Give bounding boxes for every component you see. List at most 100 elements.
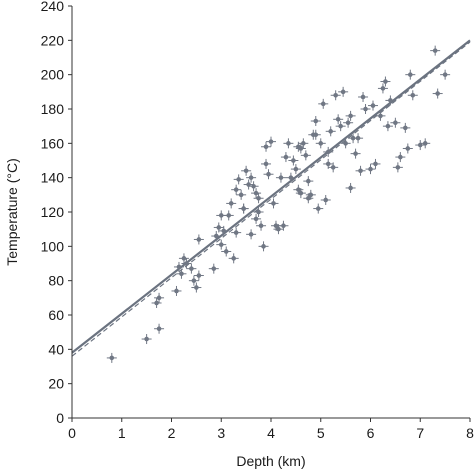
data-point <box>228 253 239 264</box>
point-marker <box>296 187 301 192</box>
point-marker <box>296 144 301 150</box>
point-marker <box>343 141 348 146</box>
data-point <box>367 100 378 111</box>
data-point <box>106 352 117 363</box>
point-marker <box>325 149 331 155</box>
data-point <box>300 150 311 161</box>
data-point <box>407 90 418 101</box>
data-point <box>248 181 259 192</box>
fit-line-solid <box>71 39 471 354</box>
data-point <box>231 184 242 195</box>
point-marker <box>306 178 311 184</box>
data-point <box>226 198 237 209</box>
point-marker <box>442 72 448 77</box>
data-point <box>251 213 262 224</box>
point-marker <box>278 175 284 180</box>
data-point <box>295 188 306 199</box>
point-marker <box>348 113 353 119</box>
data-point <box>238 203 249 214</box>
point-marker <box>181 256 187 261</box>
point-marker <box>338 123 343 129</box>
data-point <box>154 292 165 303</box>
x-axis-title: Depth (km) <box>236 453 305 469</box>
data-point <box>370 158 381 169</box>
data-point <box>173 261 184 272</box>
point-marker <box>360 94 366 100</box>
y-tick-label: 100 <box>41 238 65 254</box>
point-marker <box>313 118 319 124</box>
point-marker <box>398 154 403 160</box>
data-point <box>285 172 296 183</box>
y-tick-label: 80 <box>48 273 64 289</box>
data-point <box>343 117 354 128</box>
point-marker <box>355 135 361 141</box>
y-tick-label: 140 <box>41 170 65 186</box>
data-point <box>236 189 247 200</box>
data-point <box>325 126 336 137</box>
point-marker <box>266 171 271 177</box>
point-marker <box>156 326 162 332</box>
data-point <box>350 148 361 159</box>
data-point <box>420 138 431 149</box>
data-point <box>268 198 279 209</box>
data-point <box>191 282 202 293</box>
data-point <box>253 207 264 217</box>
data-point <box>355 165 366 176</box>
point-marker <box>248 232 254 237</box>
y-tick-label: 160 <box>41 135 65 151</box>
data-point <box>360 104 371 114</box>
point-marker <box>373 161 378 167</box>
data-point <box>333 114 344 125</box>
data-point <box>415 140 426 151</box>
data-point <box>176 268 187 279</box>
point-marker <box>315 206 321 211</box>
point-marker <box>231 256 236 261</box>
point-marker <box>330 165 336 170</box>
point-marker <box>256 195 261 201</box>
data-point <box>231 227 242 238</box>
data-point <box>315 138 326 149</box>
data-point <box>353 133 364 144</box>
point-marker <box>340 89 346 95</box>
point-marker <box>293 166 299 172</box>
point-marker <box>408 72 413 77</box>
data-point <box>193 270 204 281</box>
point-marker <box>248 175 254 180</box>
data-point <box>253 193 264 204</box>
point-marker <box>388 98 393 103</box>
data-point <box>208 263 219 274</box>
data-point <box>402 143 413 154</box>
point-marker <box>333 92 338 98</box>
data-point <box>211 231 222 242</box>
data-point <box>290 164 301 175</box>
point-marker <box>298 190 304 196</box>
point-marker <box>345 120 351 126</box>
fit-line-dashed <box>71 41 471 357</box>
data-point <box>392 162 403 173</box>
point-marker <box>313 132 319 138</box>
data-point <box>345 110 356 121</box>
point-marker <box>318 141 324 146</box>
point-marker <box>306 195 311 201</box>
data-point <box>432 88 443 99</box>
point-marker <box>363 106 368 112</box>
data-point <box>154 323 165 334</box>
point-marker <box>243 168 249 174</box>
point-marker <box>432 48 438 53</box>
point-marker <box>288 175 294 180</box>
data-point <box>330 90 341 101</box>
point-marker <box>218 242 224 247</box>
point-marker <box>156 295 162 301</box>
data-point <box>340 138 351 149</box>
point-marker <box>323 197 329 203</box>
data-point <box>256 220 267 231</box>
point-marker <box>241 206 246 211</box>
x-tick-label: 3 <box>217 425 225 441</box>
y-tick-label: 0 <box>56 410 64 426</box>
point-marker <box>246 182 251 187</box>
point-marker <box>422 141 428 146</box>
point-marker <box>410 92 416 98</box>
data-point <box>241 165 252 176</box>
data-point <box>335 121 346 132</box>
